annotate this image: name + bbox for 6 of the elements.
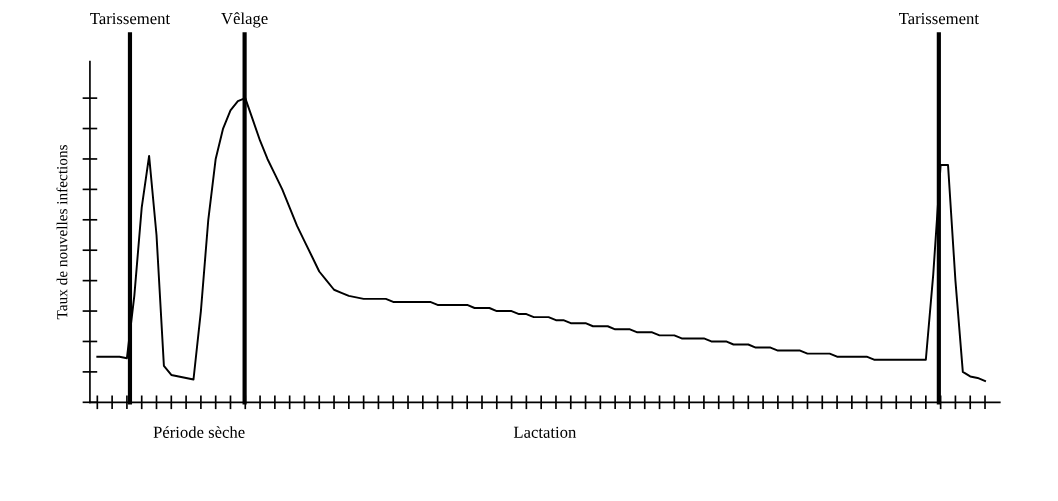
text: Tarissement (90, 12, 171, 25)
text: Tarissement (899, 12, 979, 25)
text: Période sèche (153, 426, 245, 438)
text: Lactation (513, 426, 577, 438)
text: Vêlage (221, 12, 268, 28)
y-axis-title: Taux de nouvelles infections (56, 145, 68, 320)
